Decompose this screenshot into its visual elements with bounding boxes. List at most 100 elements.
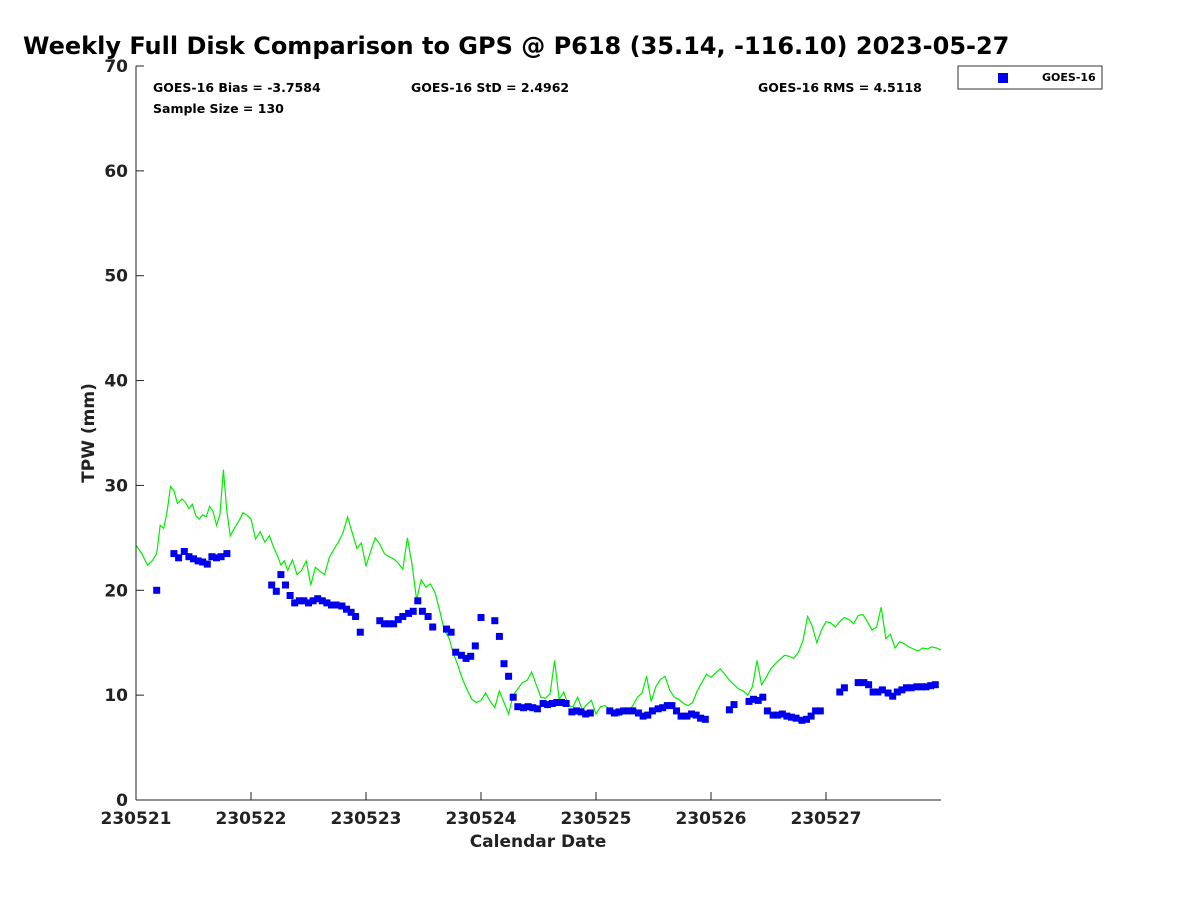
goes16-point: [620, 707, 628, 715]
goes16-point: [199, 558, 207, 566]
goes16-point: [788, 713, 795, 721]
goes16-point: [418, 607, 426, 615]
goes16-point: [860, 679, 868, 687]
goes16-point: [399, 613, 407, 620]
x-tick-label: 230521: [101, 809, 172, 829]
goes16-point: [907, 684, 915, 692]
goes16-point: [792, 714, 800, 722]
goes16-point: [213, 554, 220, 562]
goes16-point: [889, 692, 897, 700]
gps-tpw-line: [135, 469, 942, 717]
goes16-point: [185, 553, 193, 561]
goes16-point: [730, 701, 738, 709]
goes16-point: [305, 599, 312, 607]
x-tick-label: 230522: [216, 809, 287, 829]
goes16-point: [816, 707, 824, 715]
goes16-point: [610, 709, 618, 717]
goes16-point: [654, 705, 662, 713]
goes16-point: [874, 688, 882, 696]
goes16-point: [194, 557, 202, 565]
goes16-point: [745, 697, 753, 705]
goes16-point: [798, 716, 806, 724]
goes16-series: [153, 548, 939, 724]
chart-title: Weekly Full Disk Comparison to GPS @ P61…: [23, 32, 1009, 60]
x-tick-label: 230525: [561, 809, 632, 829]
y-tick-label: 0: [116, 791, 128, 811]
goes16-point: [347, 608, 355, 616]
goes16-point: [659, 704, 667, 712]
goes16-point: [352, 613, 360, 620]
goes16-point: [356, 628, 364, 636]
goes16-point: [394, 616, 402, 624]
goes16-point: [558, 699, 565, 706]
goes16-point: [639, 712, 647, 720]
goes16-point: [644, 711, 652, 719]
sample-size-stat: Sample Size = 130: [153, 101, 284, 116]
goes16-point: [477, 614, 485, 621]
goes16-point: [409, 607, 417, 615]
goes16-point: [568, 708, 576, 716]
goes16-point: [300, 597, 308, 605]
goes16-point: [629, 707, 637, 715]
goes16-point: [462, 654, 470, 662]
legend-label: GOES-16: [1042, 71, 1096, 84]
goes16-point: [467, 652, 475, 660]
goes16-point: [385, 620, 393, 628]
goes16-point: [913, 683, 921, 691]
goes16-point: [931, 681, 939, 689]
goes16-point: [343, 605, 350, 613]
legend-box: [957, 65, 1103, 90]
goes16-point: [803, 715, 810, 723]
goes16-point: [505, 672, 513, 680]
goes16-point: [277, 571, 285, 579]
goes16-point: [582, 710, 590, 718]
goes16-point: [903, 684, 910, 692]
y-ticks: 0 10 20 30 40 50 60 70: [104, 57, 144, 811]
goes16-point: [443, 625, 450, 633]
goes16-point: [548, 700, 556, 707]
goes16-point: [175, 554, 183, 562]
goes16-point: [338, 602, 346, 610]
y-axis-label: TPW (mm): [79, 383, 99, 483]
y-tick-label: 30: [104, 476, 128, 496]
goes16-point: [495, 632, 503, 640]
gps-series: [135, 469, 942, 717]
y-tick-label: 50: [104, 267, 128, 287]
goes16-point: [424, 613, 432, 620]
goes16-point: [927, 682, 935, 690]
goes16-point: [586, 709, 594, 717]
legend-marker: [998, 73, 1008, 83]
goes16-point: [328, 601, 335, 609]
goes16-point: [878, 686, 886, 694]
goes16-point: [869, 688, 877, 696]
x-axis-label: Calendar Date: [470, 832, 607, 852]
goes16-point: [750, 695, 757, 703]
goes16-point: [692, 711, 700, 719]
goes16-point: [414, 597, 422, 605]
goes16-point: [208, 553, 216, 561]
goes16-point: [754, 696, 762, 704]
goes16-point: [673, 707, 680, 715]
goes16-point: [223, 550, 231, 558]
goes16-point: [309, 597, 317, 605]
x-tick-label: 230526: [676, 809, 747, 829]
goes16-point: [635, 709, 642, 717]
goes16-point: [898, 686, 906, 694]
goes16-point: [573, 707, 580, 715]
y-tick-label: 40: [104, 372, 128, 392]
goes16-point: [562, 700, 570, 707]
goes16-point: [615, 708, 623, 716]
goes16-point: [282, 581, 289, 589]
goes16-point: [725, 706, 733, 714]
goes16-point: [577, 708, 585, 716]
goes16-point: [170, 550, 178, 558]
goes16-point: [318, 597, 326, 605]
goes16-point: [529, 704, 537, 712]
goes16-point: [812, 707, 820, 715]
goes16-point: [272, 587, 280, 595]
goes16-point: [452, 648, 460, 656]
goes16-point: [677, 712, 685, 720]
goes16-point: [922, 683, 930, 691]
goes16-point: [509, 693, 517, 701]
bias-stat: GOES-16 Bias = -3.7584: [153, 80, 321, 95]
